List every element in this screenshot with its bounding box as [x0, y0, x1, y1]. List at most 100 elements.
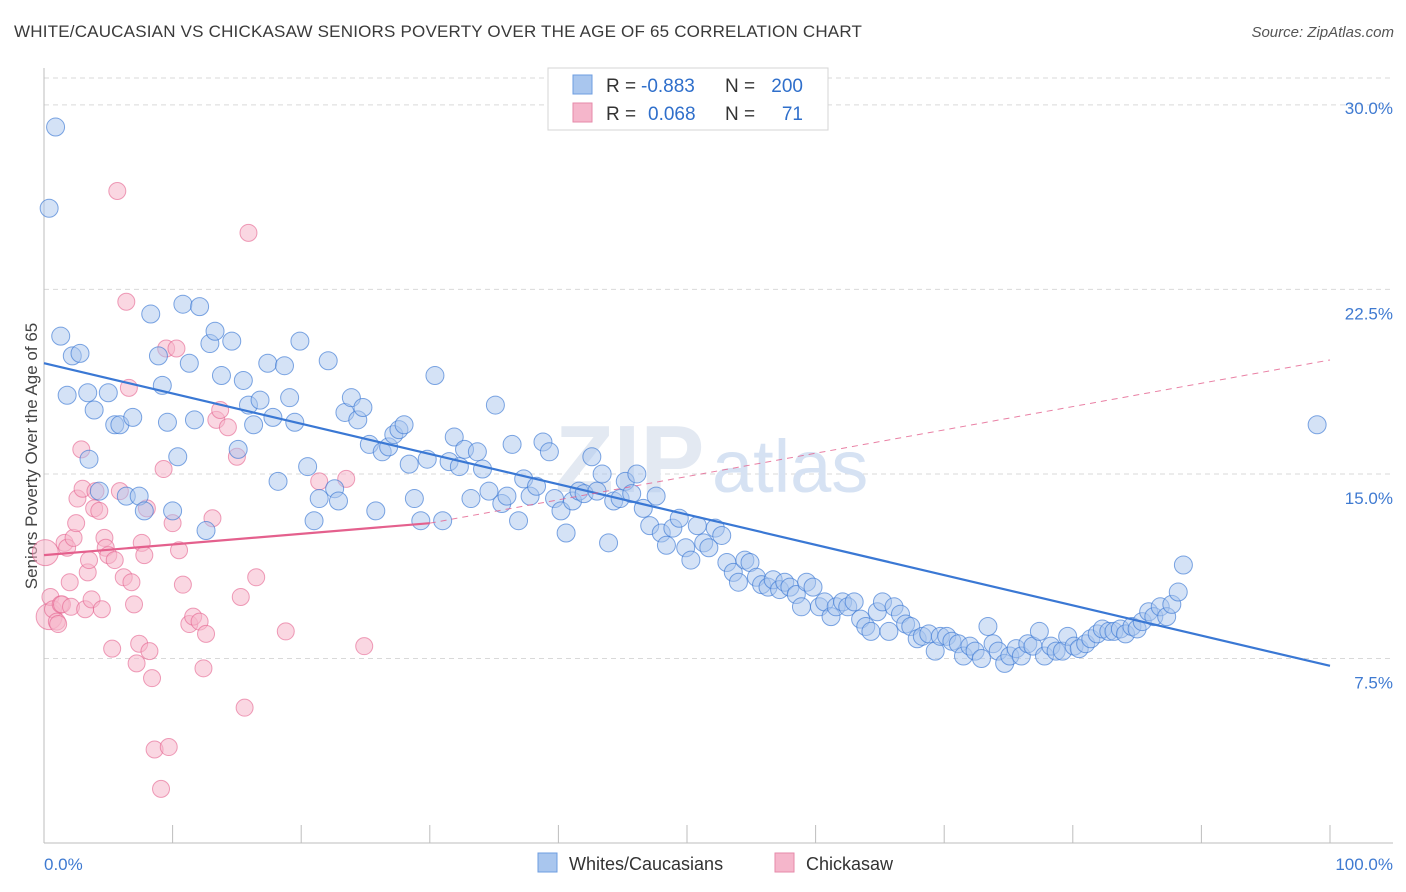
whites-point	[599, 533, 619, 553]
whites-point	[70, 343, 90, 363]
chickasaw-trend-line	[43, 522, 430, 557]
bottom-legend-label-whites: Whites/Caucasians	[569, 854, 723, 874]
whites-trend-line	[43, 362, 1331, 667]
whites-point	[527, 476, 547, 496]
whites-point	[592, 464, 612, 484]
chickasaw-point	[231, 587, 250, 606]
whites-point	[57, 385, 77, 405]
whites-point	[1029, 621, 1049, 641]
whites-point	[394, 415, 414, 435]
whites-point	[244, 415, 264, 435]
whites-point	[304, 511, 324, 531]
whites-point	[353, 398, 373, 418]
whites-points	[39, 117, 1327, 673]
whites-point	[699, 538, 719, 558]
whites-point	[712, 525, 732, 545]
chickasaw-point	[60, 573, 79, 592]
whites-point	[184, 410, 204, 430]
whites-point	[168, 447, 188, 467]
y-axis-title: Seniors Poverty Over the Age of 65	[22, 323, 41, 589]
source-label: Source: ZipAtlas.com	[1251, 24, 1394, 41]
chickasaw-point	[117, 292, 136, 311]
whites-point	[728, 572, 748, 592]
chickasaw-point	[154, 460, 173, 479]
whites-point	[1307, 415, 1327, 435]
whites-point	[399, 454, 419, 474]
whites-point	[274, 356, 294, 376]
chickasaw-point	[310, 472, 329, 491]
whites-point	[123, 407, 143, 427]
whites-point	[205, 321, 225, 341]
whites-point	[196, 521, 216, 541]
whites-point	[803, 577, 823, 597]
whites-point	[791, 597, 811, 617]
whites-point	[681, 550, 701, 570]
whites-point	[646, 486, 666, 506]
whites-point	[148, 346, 168, 366]
whites-point	[404, 489, 424, 509]
legend-n-value-chickasaw: 71	[782, 104, 803, 125]
bottom-legend-swatch-chickasaw	[774, 852, 795, 873]
whites-point	[78, 383, 98, 403]
whites-point	[222, 331, 242, 351]
whites-point	[173, 294, 193, 314]
chickasaw-trend-extension	[429, 359, 1331, 524]
whites-point	[844, 592, 864, 612]
legend-n-label-whites: N =	[725, 76, 755, 97]
chickasaw-point	[31, 539, 59, 567]
legend-swatch-chickasaw	[572, 102, 593, 123]
x-tick-label: 0.0%	[44, 855, 83, 874]
trend-lines	[43, 359, 1331, 667]
legend: R = -0.883 N = 200 R = 0.068 N = 71	[547, 67, 829, 131]
whites-point	[461, 489, 481, 509]
whites-point	[39, 198, 59, 218]
whites-point	[366, 501, 386, 521]
whites-point	[556, 523, 576, 543]
whites-point	[79, 449, 99, 469]
chickasaw-point	[239, 223, 258, 242]
bottom-legend-swatch-whites	[537, 852, 558, 873]
whites-point	[134, 501, 154, 521]
chickasaw-point	[170, 541, 189, 560]
chickasaw-point	[276, 622, 295, 641]
chickasaw-point	[194, 659, 213, 678]
whites-point	[98, 383, 118, 403]
whites-point	[211, 366, 231, 386]
whites-point	[411, 511, 431, 531]
watermark-atlas: atlas	[712, 425, 868, 508]
y-tick-labels: 7.5% 15.0% 22.5% 30.0%	[1345, 99, 1393, 693]
whites-point	[971, 648, 991, 668]
legend-r-value-whites: -0.883	[641, 76, 695, 97]
chickasaw-point	[64, 528, 83, 547]
chickasaw-point	[49, 615, 68, 634]
whites-point	[656, 535, 676, 555]
whites-point	[163, 501, 183, 521]
whites-point	[978, 616, 998, 636]
x-tick-labels: 0.0% 100.0%	[44, 855, 1393, 874]
chickasaw-point	[173, 575, 192, 594]
whites-point	[861, 621, 881, 641]
chickasaw-point	[90, 501, 109, 520]
chickasaw-point	[80, 551, 99, 570]
whites-point	[502, 434, 522, 454]
chickasaw-point	[135, 546, 154, 565]
legend-r-value-chickasaw: 0.068	[648, 104, 696, 125]
whites-point	[51, 326, 71, 346]
chickasaw-point	[159, 738, 178, 757]
chickasaw-point	[140, 642, 159, 661]
y-tick-label: 22.5%	[1345, 304, 1393, 323]
chickasaw-point	[197, 624, 216, 643]
chickasaw-point	[127, 654, 146, 673]
whites-point	[479, 481, 499, 501]
chickasaw-point	[152, 779, 171, 798]
chickasaw-point	[108, 182, 127, 201]
chickasaw-point	[355, 637, 374, 656]
chickasaw-point	[122, 573, 141, 592]
whites-point	[268, 471, 288, 491]
bottom-legend-label-chickasaw: Chickasaw	[806, 854, 894, 874]
whites-point	[497, 486, 517, 506]
whites-point	[228, 439, 248, 459]
whites-point	[250, 390, 270, 410]
y-tick-label: 15.0%	[1345, 489, 1393, 508]
